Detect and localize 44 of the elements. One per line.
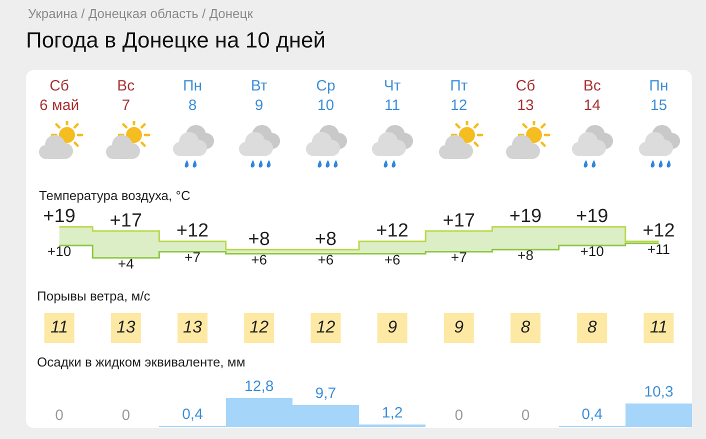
data-label: 12 [250,317,270,336]
data-label: 9 [388,317,398,336]
x-tick-label: Вс 7 [117,78,136,114]
x-tick-label: Чт 11 [384,78,401,114]
data-label: +7 [450,249,468,266]
x-tick-label: Вс 14 [583,78,602,114]
data-label: +12 [176,220,209,242]
data-label: +19 [509,206,542,228]
x-tick-label: Ср 10 [316,78,336,114]
data-label: 8 [587,317,598,336]
data-label: 11 [650,317,668,336]
data-label: +10 [580,243,604,259]
x-tick-label: Сб 6 май [40,78,80,114]
x-tick-label: Вт 9 [250,78,268,114]
data-label: +11 [647,240,670,257]
x-tick-label: Пн 8 [182,78,202,114]
data-label: +6 [318,251,334,268]
data-label: +17 [110,210,142,232]
data-label: 11 [50,317,68,336]
x-tick-label: Сб 13 [516,78,536,114]
data-label: +7 [184,249,201,266]
data-label: 8 [520,317,531,336]
data-label: +10 [47,243,72,259]
chart-title: Погода в Донецке на 10 дней [26,28,326,53]
data-label: +19 [43,206,76,228]
data-label: 9 [454,317,464,336]
x-tick-label: Пт 12 [450,78,468,114]
data-label: 13 [183,317,202,336]
text: Порывы ветра, м/с [37,288,151,304]
data-label: +19 [576,206,608,228]
data-label: +12 [642,220,675,242]
y-axis-title: Температура воздуха, °C [39,188,190,203]
data-label: +8 [314,228,337,250]
data-label: +8 [248,228,270,250]
data-label: +6 [384,251,400,268]
data-label: 12 [316,317,336,336]
data-label: +12 [376,220,408,242]
text: Украина / Донецкая область / Донецк [28,6,254,21]
x-tick-label: Пн 15 [649,78,668,114]
data-label: +17 [442,210,476,232]
data-label: +4 [118,255,134,272]
data-label: +6 [251,251,268,268]
data-label: +8 [518,247,534,264]
data-label: 13 [116,317,136,336]
